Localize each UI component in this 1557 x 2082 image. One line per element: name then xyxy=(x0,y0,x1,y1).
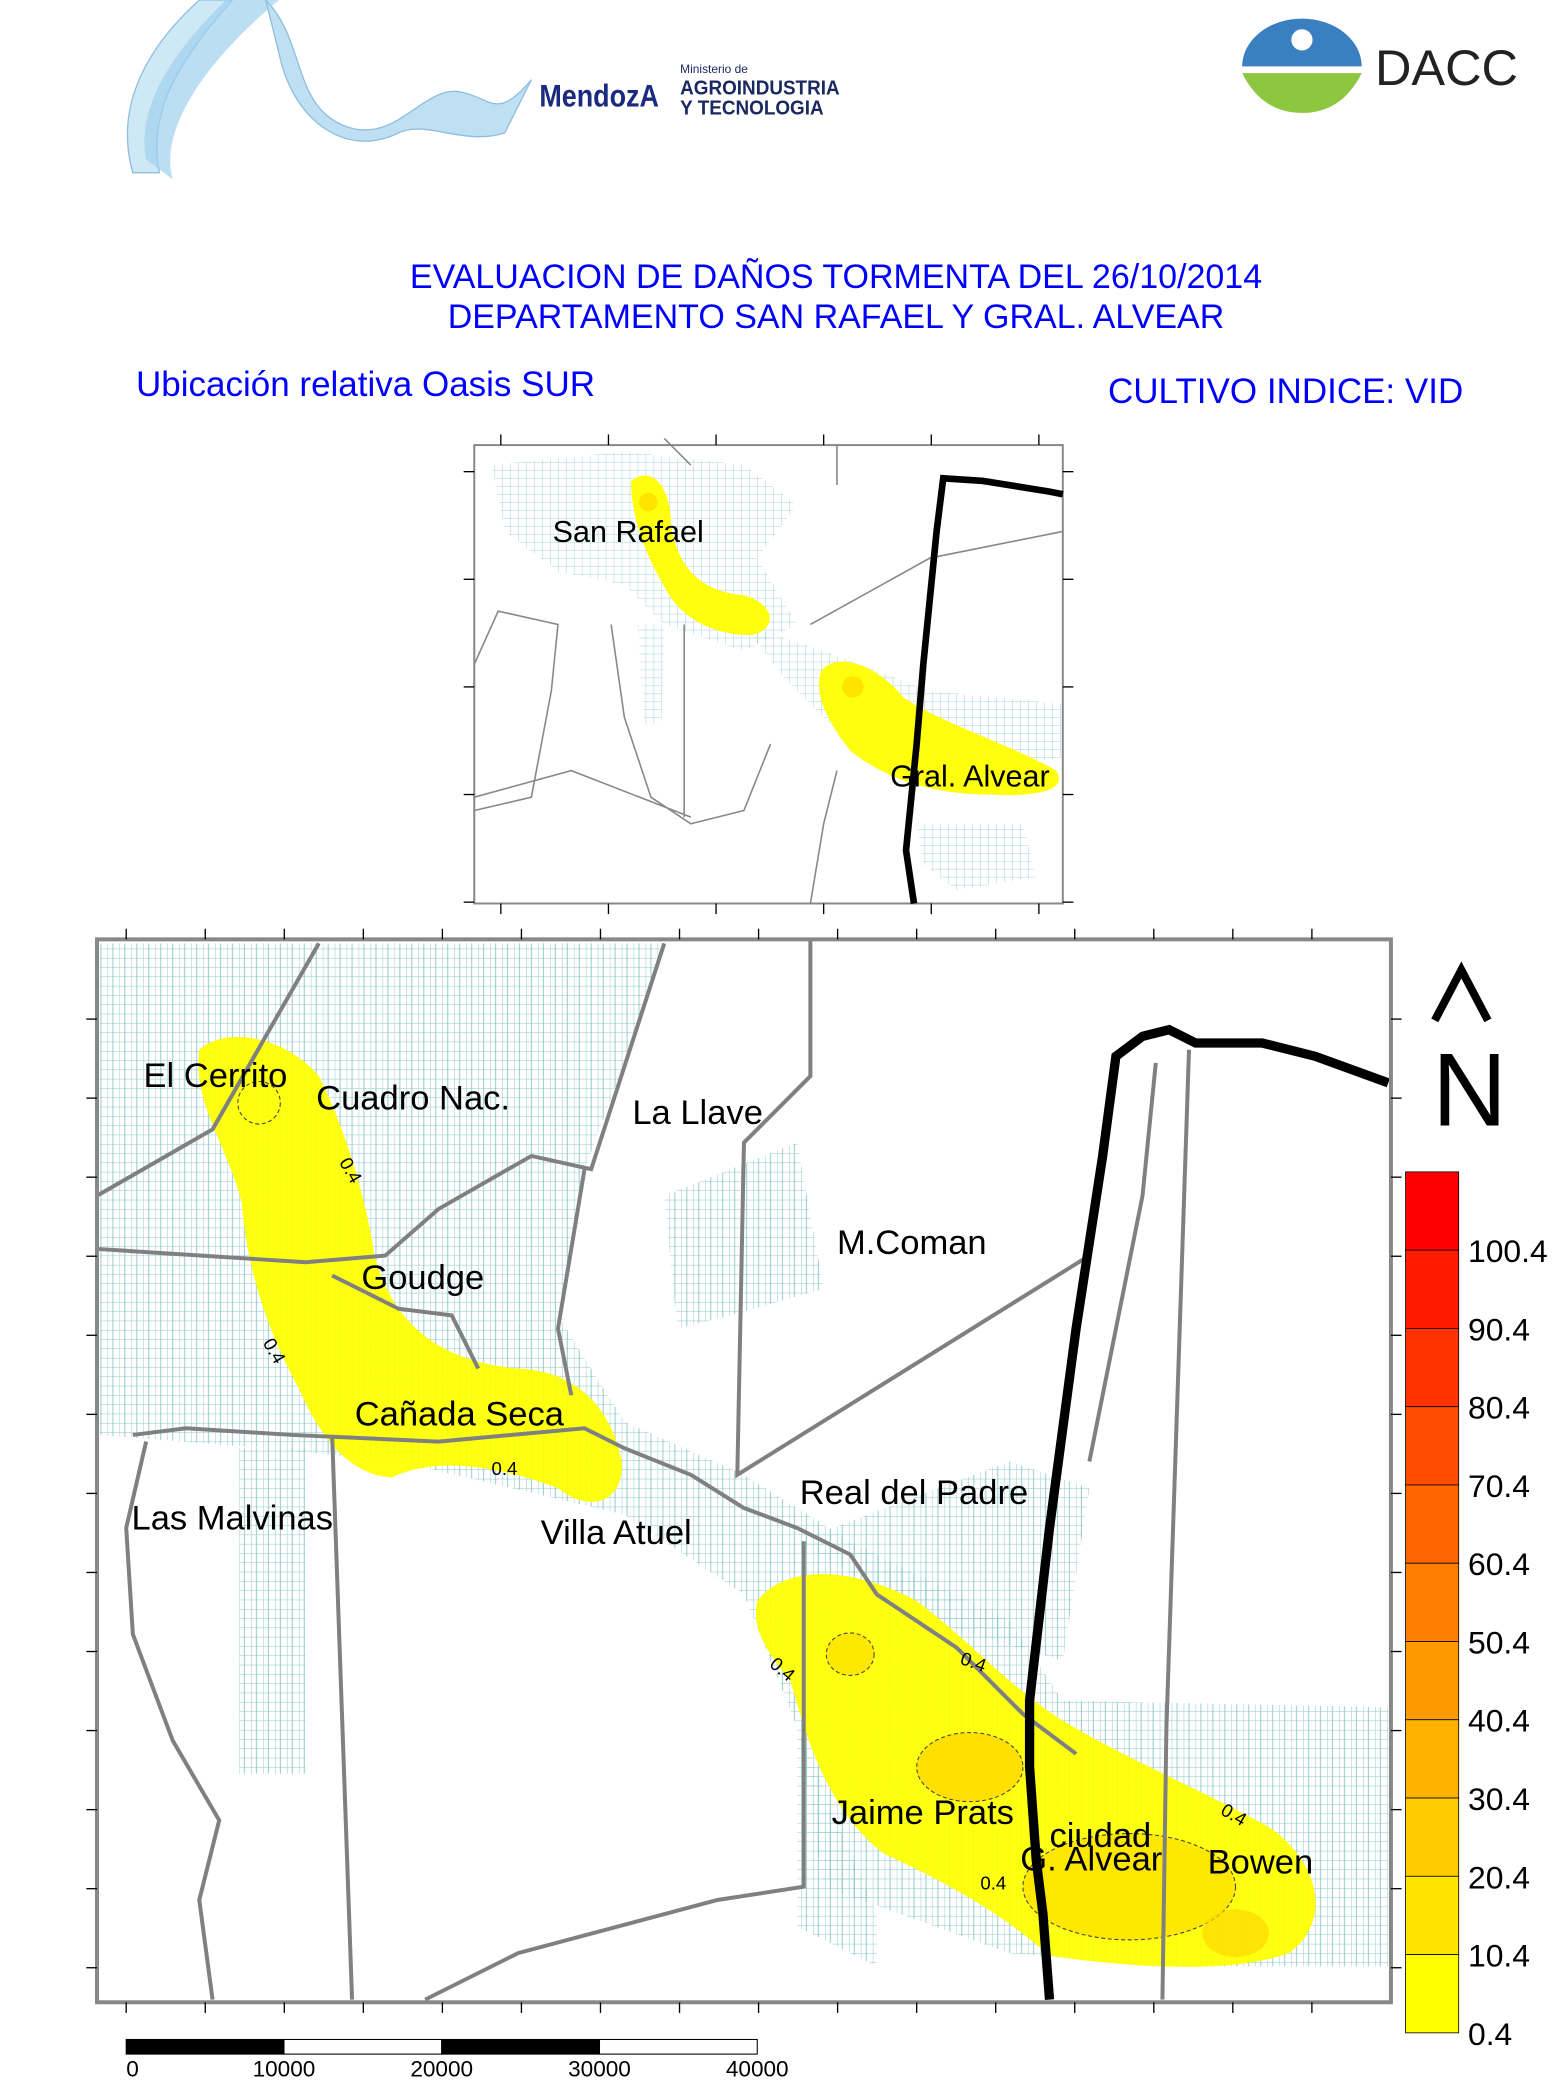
svg-text:AGROINDUSTRIA: AGROINDUSTRIA xyxy=(680,77,839,99)
legend-swatch xyxy=(1405,1484,1460,1564)
main-map: 0.4 0.4 0.4 0.4 0.4 0.4 0.4 El Cerrito C… xyxy=(86,928,1402,2013)
place-label: Cañada Seca xyxy=(355,1396,565,1434)
inset-damage-area-alvear xyxy=(819,661,1060,796)
main-black-road xyxy=(1024,1024,1390,2000)
place-label: Cuadro Nac. xyxy=(316,1079,510,1117)
title-line-2: DEPARTAMENTO SAN RAFAEL Y GRAL. ALVEAR xyxy=(447,298,1225,336)
legend-swatch xyxy=(1405,1797,1460,1877)
inset-damage-area-san-rafael xyxy=(631,475,770,636)
place-label: G. Alvear xyxy=(1020,1841,1162,1879)
legend-label: 90.4 xyxy=(1468,1311,1530,1347)
inset-label: San Rafael xyxy=(553,515,704,549)
north-caret-icon xyxy=(1431,961,1492,1023)
scale-label: 10000 xyxy=(253,2057,316,2082)
scale-segment xyxy=(441,2038,601,2055)
legend-label: 30.4 xyxy=(1468,1781,1530,1817)
scale-segment xyxy=(283,2038,443,2055)
place-label: M.Coman xyxy=(837,1224,987,1262)
scale-label: 30000 xyxy=(568,2057,631,2082)
svg-text:MendozA: MendozA xyxy=(539,77,659,113)
place-label: Bowen xyxy=(1208,1843,1314,1881)
legend-label: 100.4 xyxy=(1468,1233,1548,1269)
damage-area-san-rafael xyxy=(198,1036,622,1502)
inset-label: Gral. Alvear xyxy=(890,760,1050,794)
legend-label: 20.4 xyxy=(1468,1859,1530,1895)
place-label: Las Malvinas xyxy=(132,1499,334,1537)
scale-label: 0 xyxy=(126,2057,139,2082)
legend-label: 60.4 xyxy=(1468,1546,1530,1582)
svg-text:Ministerio de: Ministerio de xyxy=(680,62,748,76)
legend-label: 50.4 xyxy=(1468,1624,1530,1660)
dacc-logo: DACC xyxy=(1242,18,1518,113)
place-label: Real del Padre xyxy=(800,1474,1028,1512)
argentina-ribbon-logo xyxy=(126,0,532,180)
legend-swatch xyxy=(1405,1249,1460,1329)
legend-swatch xyxy=(1405,1562,1460,1642)
scale-label: 40000 xyxy=(726,2057,789,2082)
crop-index: CULTIVO INDICE: VID xyxy=(1108,372,1464,411)
title-line-1: EVALUACION DE DAÑOS TORMENTA DEL 26/10/2… xyxy=(409,258,1263,296)
contour-label: 0.4 xyxy=(492,1458,518,1479)
legend-label: 80.4 xyxy=(1468,1390,1530,1426)
svg-text:Y TECNOLOGIA: Y TECNOLOGIA xyxy=(680,97,823,119)
scale-label: 20000 xyxy=(410,2057,473,2082)
legend-swatch xyxy=(1405,1406,1460,1486)
mendoza-ministry-logo: MendozA Ministerio de AGROINDUSTRIA Y TE… xyxy=(539,62,839,119)
main-map-frame xyxy=(94,937,1393,2005)
legend-swatch xyxy=(1405,1328,1460,1408)
scale-bar: 0 10000 20000 30000 40000 xyxy=(125,2038,789,2082)
scale-segment xyxy=(125,2038,285,2055)
legend-swatch xyxy=(1405,1719,1460,1799)
north-letter: N xyxy=(1432,1031,1507,1147)
scale-segment xyxy=(598,2038,758,2055)
contour-label: 0.4 xyxy=(980,1872,1006,1893)
inset-black-road xyxy=(902,474,1064,904)
inset-caption: Ubicación relativa Oasis SUR xyxy=(136,365,596,404)
place-label: El Cerrito xyxy=(143,1057,287,1095)
legend-swatch xyxy=(1405,1875,1460,1955)
svg-text:DACC: DACC xyxy=(1375,39,1518,96)
legend-label: 70.4 xyxy=(1468,1468,1530,1504)
color-legend: 100.4 90.4 80.4 70.4 60.4 50.4 40.4 30.4 20.4 10.… xyxy=(1405,1171,1548,2052)
legend-swatch xyxy=(1405,1954,1460,2034)
place-label: La Llave xyxy=(632,1094,763,1132)
legend-label: 10.4 xyxy=(1468,1938,1530,1974)
place-label: Jaime Prats xyxy=(832,1794,1014,1832)
place-label: Villa Atuel xyxy=(541,1514,692,1552)
legend-swatch xyxy=(1405,1641,1460,1721)
place-label: ciudad xyxy=(1050,1817,1152,1855)
north-arrow: N xyxy=(1431,961,1507,1147)
legend-label: 40.4 xyxy=(1468,1703,1530,1739)
legend-swatch xyxy=(1405,1171,1460,1251)
place-label: Goudge xyxy=(361,1259,484,1297)
legend-label: 0.4 xyxy=(1468,2016,1512,2052)
inset-map: San Rafael Gral. Alvear xyxy=(463,434,1074,915)
